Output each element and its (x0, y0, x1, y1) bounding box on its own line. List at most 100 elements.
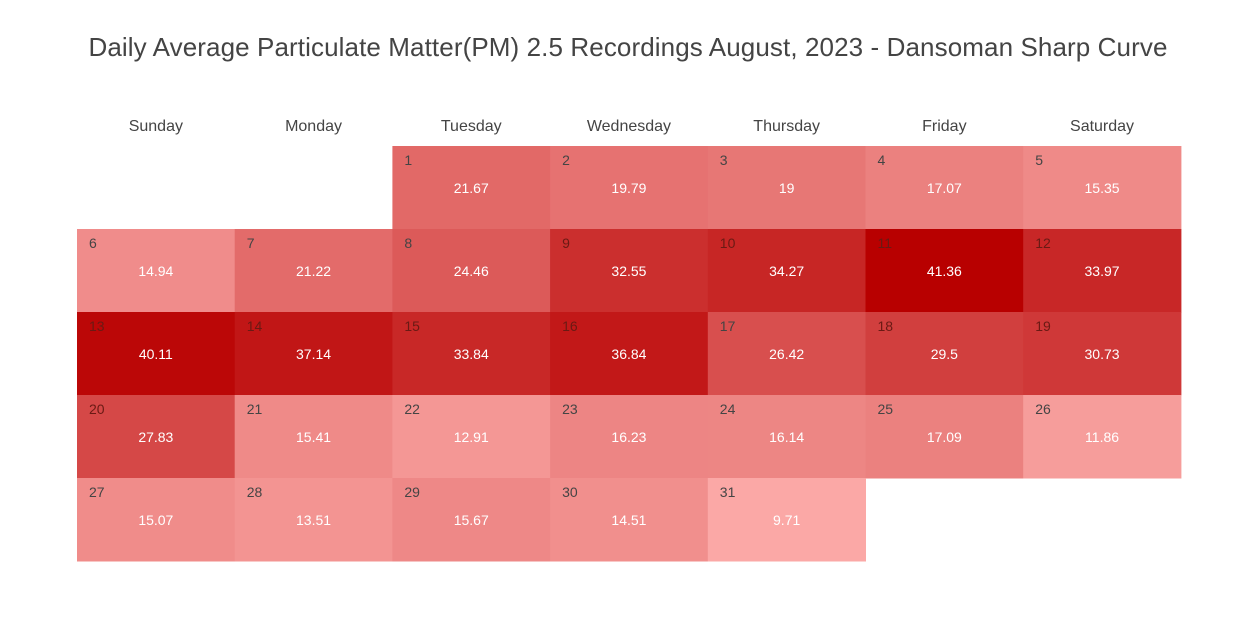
day-cell-fill-31 (707, 478, 866, 562)
day-cell-1: 121.67 (392, 146, 551, 230)
day-cell-fill-7 (234, 229, 393, 313)
day-value-label: 16.23 (611, 429, 646, 445)
day-cell-fill-23 (550, 395, 709, 479)
day-number-label: 30 (562, 484, 578, 500)
day-cell-fill-28 (234, 478, 393, 562)
day-cell-fill-18 (865, 312, 1024, 396)
day-value-label: 26.42 (769, 346, 804, 362)
day-cell-fill-9 (550, 229, 709, 313)
day-cell-2: 219.79 (550, 146, 709, 230)
day-cell-28: 28 13.51 (234, 478, 393, 562)
day-cell-fill-13 (77, 312, 236, 396)
day-value-label: 15.07 (138, 512, 173, 528)
day-number-label: 9 (562, 235, 570, 251)
day-cell-22: 22 12.91 (392, 395, 551, 479)
day-cell-fill-21 (234, 395, 393, 479)
day-cell-fill-5 (1023, 146, 1182, 230)
weekday-label-thursday: Thursday (753, 118, 820, 135)
day-number-label: 5 (1035, 152, 1043, 168)
day-value-label: 32.55 (611, 263, 646, 279)
weekday-label-saturday: Saturday (1070, 118, 1134, 135)
day-value-label: 30.73 (1085, 346, 1120, 362)
day-cell-15: 15 33.84 (392, 312, 551, 396)
day-cell-29: 29 15.67 (392, 478, 551, 562)
day-value-label: 17.09 (927, 429, 962, 445)
day-number-label: 19 (1035, 318, 1051, 334)
day-cell-25: 25 17.09 (865, 395, 1024, 479)
day-value-label: 24.46 (454, 263, 489, 279)
day-cell-16: 16 36.84 (550, 312, 709, 396)
day-value-label: 14.51 (611, 512, 646, 528)
day-number-label: 29 (404, 484, 420, 500)
day-cell-fill-10 (707, 229, 866, 313)
weekday-label-monday: Monday (285, 118, 342, 135)
day-cell-fill-4 (865, 146, 1024, 230)
day-cell-fill-1 (392, 146, 551, 230)
day-number-label: 23 (562, 401, 578, 417)
day-cell-fill-27 (77, 478, 236, 562)
day-number-label: 2 (562, 152, 570, 168)
day-value-label: 33.97 (1085, 263, 1120, 279)
day-cell-3: 3 19 (707, 146, 866, 230)
day-number-label: 10 (720, 235, 736, 251)
day-number-label: 31 (720, 484, 736, 500)
day-cell-13: 13 40.11 (77, 312, 236, 396)
day-value-label: 11.86 (1085, 429, 1119, 445)
day-number-label: 18 (878, 318, 894, 334)
day-cell-20: 20 27.83 (77, 395, 236, 479)
day-number-label: 24 (720, 401, 736, 417)
day-value-label: 15.41 (296, 429, 331, 445)
day-cell-fill-3 (707, 146, 866, 230)
weekday-header-row: Sunday Monday Tuesday Wednesday Thursday Frid… (129, 118, 1134, 135)
day-value-label: 19 (779, 180, 795, 196)
day-cell-fill-12 (1023, 229, 1182, 313)
day-number-label: 15 (404, 318, 420, 334)
day-cell-fill-17 (707, 312, 866, 396)
day-number-label: 14 (247, 318, 263, 334)
day-cell-fill-16 (550, 312, 709, 396)
day-number-label: 22 (404, 401, 420, 417)
day-number-label: 4 (878, 152, 886, 168)
day-cell-21: 21 15.41 (234, 395, 393, 479)
day-cell-fill-2 (550, 146, 709, 230)
day-cell-fill-8 (392, 229, 551, 313)
day-number-label: 17 (720, 318, 736, 334)
day-number-label: 21 (247, 401, 263, 417)
day-value-label: 36.84 (611, 346, 646, 362)
weekday-label-tuesday: Tuesday (441, 118, 502, 135)
day-cell-6: 614.94 (77, 229, 236, 313)
day-number-label: 6 (89, 235, 97, 251)
day-cell-fill-24 (707, 395, 866, 479)
day-number-label: 26 (1035, 401, 1051, 417)
day-cell-26: 26 11.86 (1023, 395, 1182, 479)
day-value-label: 16.14 (769, 429, 804, 445)
day-value-label: 37.14 (296, 346, 331, 362)
day-number-label: 8 (404, 235, 412, 251)
day-number-label: 7 (247, 235, 255, 251)
day-value-label: 27.83 (138, 429, 173, 445)
day-number-label: 28 (247, 484, 263, 500)
day-cell-19: 19 30.73 (1023, 312, 1182, 396)
day-cell-31: 319.71 (707, 478, 866, 562)
day-cell-14: 14 37.14 (234, 312, 393, 396)
weekday-label-sunday: Sunday (129, 118, 183, 135)
day-number-label: 1 (404, 152, 412, 168)
day-cell-fill-20 (77, 395, 236, 479)
day-cell-fill-19 (1023, 312, 1182, 396)
day-cell-5: 515.35 (1023, 146, 1182, 230)
day-cell-fill-11 (865, 229, 1024, 313)
day-cell-fill-22 (392, 395, 551, 479)
day-number-label: 12 (1035, 235, 1051, 251)
day-cell-11: 11 41.36 (865, 229, 1024, 313)
day-cell-23: 23 16.23 (550, 395, 709, 479)
day-value-label: 29.5 (931, 346, 958, 362)
day-value-label: 14.94 (138, 263, 173, 279)
day-value-label: 41.36 (927, 263, 962, 279)
day-cell-30: 30 14.51 (550, 478, 709, 562)
day-value-label: 21.67 (454, 180, 489, 196)
day-value-label: 15.35 (1085, 180, 1120, 196)
day-number-label: 11 (878, 235, 893, 251)
day-value-label: 12.91 (454, 429, 489, 445)
day-number-label: 20 (89, 401, 105, 417)
